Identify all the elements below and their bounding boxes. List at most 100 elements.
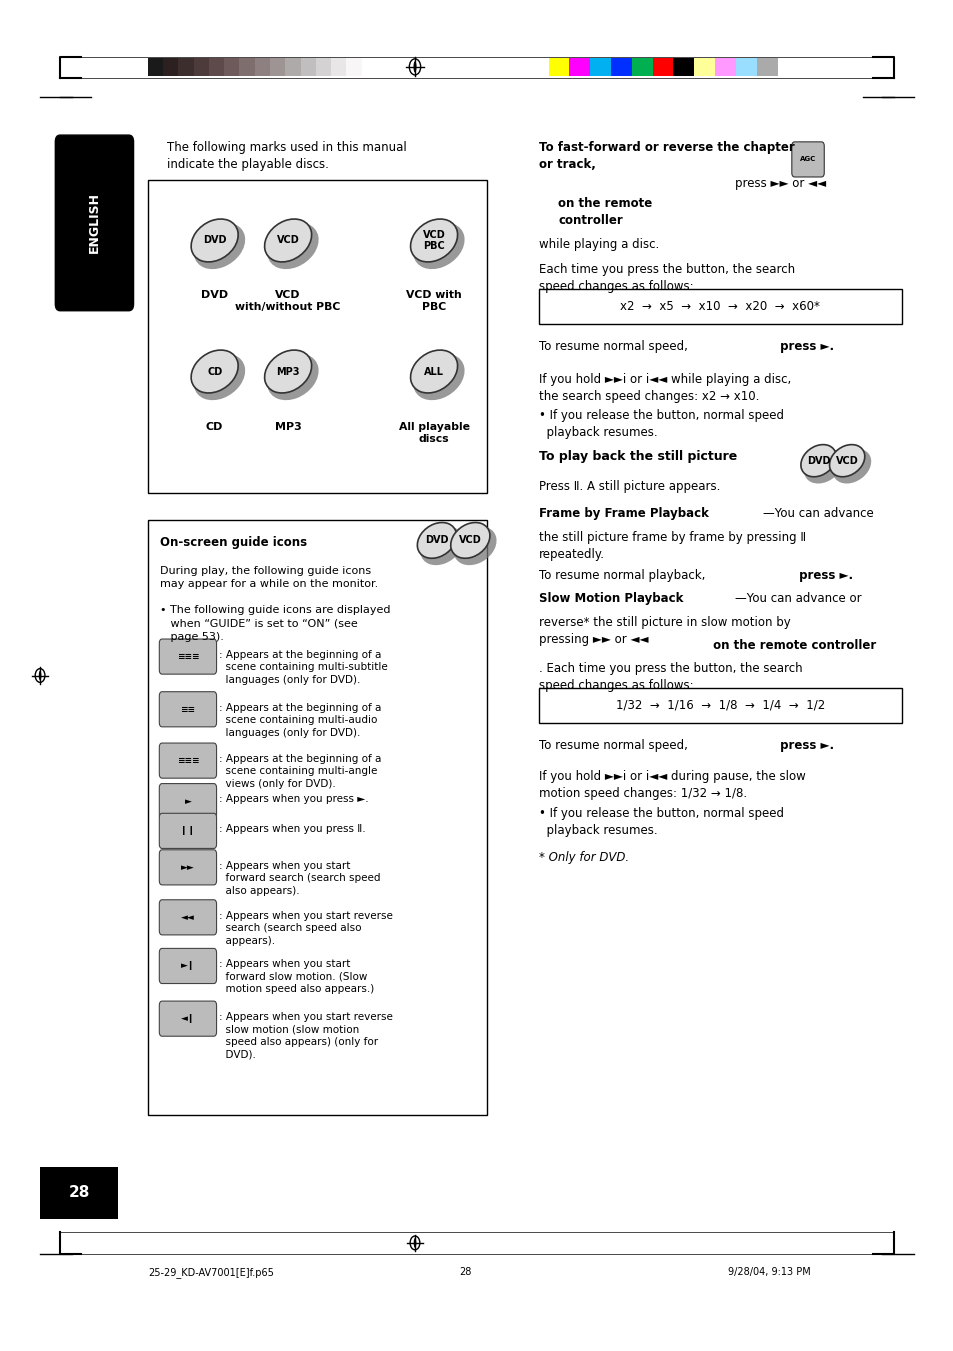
- FancyBboxPatch shape: [159, 743, 216, 778]
- Ellipse shape: [801, 444, 835, 477]
- Text: : Appears when you start reverse
  slow motion (slow motion
  speed also appears: : Appears when you start reverse slow mo…: [219, 1012, 393, 1059]
- Text: 1/32  →  1/16  →  1/8  →  1/4  →  1/2: 1/32 → 1/16 → 1/8 → 1/4 → 1/2: [615, 698, 824, 712]
- Bar: [548, 58, 569, 76]
- Bar: [610, 58, 631, 76]
- Text: : Appears when you start
  forward slow motion. (Slow
  motion speed also appear: : Appears when you start forward slow mo…: [219, 959, 375, 994]
- Bar: [209, 58, 224, 76]
- Text: Frame by Frame Playback: Frame by Frame Playback: [538, 507, 708, 520]
- FancyBboxPatch shape: [159, 850, 216, 885]
- Ellipse shape: [803, 449, 841, 484]
- Bar: [631, 58, 652, 76]
- Ellipse shape: [191, 219, 238, 262]
- Text: press ►.: press ►.: [794, 569, 852, 582]
- Ellipse shape: [410, 219, 457, 262]
- Text: Press Ⅱ. A still picture appears.: Press Ⅱ. A still picture appears.: [538, 480, 720, 493]
- Text: MP3: MP3: [274, 422, 301, 431]
- Ellipse shape: [193, 354, 245, 400]
- FancyBboxPatch shape: [791, 142, 823, 177]
- Text: : Appears when you press ►.: : Appears when you press ►.: [219, 794, 369, 804]
- Ellipse shape: [264, 219, 312, 262]
- Bar: [148, 520, 486, 1115]
- Text: VCD with
PBC: VCD with PBC: [406, 290, 461, 312]
- Text: ≡≡≡: ≡≡≡: [176, 757, 199, 765]
- Text: • If you release the button, normal speed
  playback resumes.: • If you release the button, normal spee…: [538, 409, 783, 439]
- Ellipse shape: [413, 354, 464, 400]
- Bar: [163, 58, 178, 76]
- Text: : Appears when you start
  forward search (search speed
  also appears).: : Appears when you start forward search …: [219, 861, 380, 896]
- Bar: [735, 58, 756, 76]
- Text: on the remote
controller: on the remote controller: [558, 197, 652, 227]
- Text: press ►► or ◄◄: press ►► or ◄◄: [734, 177, 825, 190]
- Ellipse shape: [193, 223, 245, 269]
- Ellipse shape: [413, 223, 464, 269]
- Ellipse shape: [832, 449, 870, 484]
- Text: To resume normal playback,: To resume normal playback,: [538, 569, 704, 582]
- FancyBboxPatch shape: [159, 784, 216, 819]
- Ellipse shape: [450, 523, 490, 558]
- Bar: [285, 58, 300, 76]
- Bar: [270, 58, 285, 76]
- Text: ►: ►: [184, 797, 192, 805]
- Bar: [193, 58, 209, 76]
- Bar: [178, 58, 193, 76]
- Text: CD: CD: [207, 366, 222, 377]
- Bar: [239, 58, 254, 76]
- Text: Each time you press the button, the search
speed changes as follows:: Each time you press the button, the sear…: [538, 263, 794, 293]
- Text: If you hold ►►i or i◄◄ during pause, the slow
motion speed changes: 1/32 → 1/8.: If you hold ►►i or i◄◄ during pause, the…: [538, 770, 805, 800]
- Text: To resume normal speed,: To resume normal speed,: [538, 739, 687, 753]
- FancyBboxPatch shape: [55, 135, 133, 311]
- Bar: [715, 58, 735, 76]
- Bar: [361, 58, 376, 76]
- FancyBboxPatch shape: [159, 692, 216, 727]
- Bar: [40, 1167, 118, 1219]
- Ellipse shape: [829, 444, 863, 477]
- Bar: [254, 58, 270, 76]
- Text: 9/28/04, 9:13 PM: 9/28/04, 9:13 PM: [727, 1267, 810, 1277]
- Text: while playing a disc.: while playing a disc.: [538, 238, 659, 251]
- Text: * Only for DVD.: * Only for DVD.: [538, 851, 628, 865]
- Ellipse shape: [413, 61, 416, 73]
- Bar: [652, 58, 673, 76]
- Ellipse shape: [416, 523, 456, 558]
- Text: To fast-forward or reverse the chapter
or track,: To fast-forward or reverse the chapter o…: [538, 141, 794, 170]
- Ellipse shape: [191, 350, 238, 393]
- Text: x2  →  x5  →  x10  →  x20  →  x60*: x2 → x5 → x10 → x20 → x60*: [619, 300, 820, 313]
- Text: AGC: AGC: [799, 157, 816, 162]
- Bar: [148, 58, 163, 76]
- Text: ENGLISH: ENGLISH: [88, 192, 101, 254]
- Text: VCD: VCD: [835, 455, 858, 466]
- Text: —You can advance: —You can advance: [762, 507, 873, 520]
- Text: : Appears at the beginning of a
  scene containing multi-angle
  views (only for: : Appears at the beginning of a scene co…: [219, 754, 381, 789]
- Bar: [538, 289, 901, 324]
- Text: VCD: VCD: [458, 535, 481, 546]
- Bar: [756, 58, 777, 76]
- Ellipse shape: [267, 354, 318, 400]
- Bar: [300, 58, 315, 76]
- Text: VCD: VCD: [276, 235, 299, 246]
- Text: Slow Motion Playback: Slow Motion Playback: [538, 592, 682, 605]
- Text: ALL: ALL: [424, 366, 443, 377]
- Text: DVD: DVD: [201, 290, 228, 300]
- Ellipse shape: [420, 527, 462, 565]
- Text: During play, the following guide icons
may appear for a while on the monitor.: During play, the following guide icons m…: [160, 566, 378, 589]
- Text: 28: 28: [69, 1185, 90, 1201]
- Bar: [538, 688, 901, 723]
- Bar: [694, 58, 715, 76]
- Text: ◄❙: ◄❙: [180, 1015, 195, 1023]
- Text: All playable
discs: All playable discs: [398, 422, 469, 443]
- Text: • If you release the button, normal speed
  playback resumes.: • If you release the button, normal spee…: [538, 807, 783, 836]
- FancyBboxPatch shape: [159, 1001, 216, 1036]
- Text: press ►.: press ►.: [775, 739, 833, 753]
- Text: MP3: MP3: [276, 366, 299, 377]
- FancyBboxPatch shape: [159, 813, 216, 848]
- Bar: [673, 58, 694, 76]
- Ellipse shape: [454, 527, 496, 565]
- Ellipse shape: [267, 223, 318, 269]
- Text: : Appears when you start reverse
  search (search speed also
  appears).: : Appears when you start reverse search …: [219, 911, 393, 946]
- Text: If you hold ►►i or i◄◄ while playing a disc,
the search speed changes: x2 → x10.: If you hold ►►i or i◄◄ while playing a d…: [538, 373, 790, 403]
- Text: : Appears when you press Ⅱ.: : Appears when you press Ⅱ.: [219, 824, 366, 834]
- Bar: [590, 58, 610, 76]
- Text: —You can advance or: —You can advance or: [734, 592, 861, 605]
- Text: press ►.: press ►.: [775, 340, 833, 354]
- Text: ❙❙: ❙❙: [180, 827, 195, 835]
